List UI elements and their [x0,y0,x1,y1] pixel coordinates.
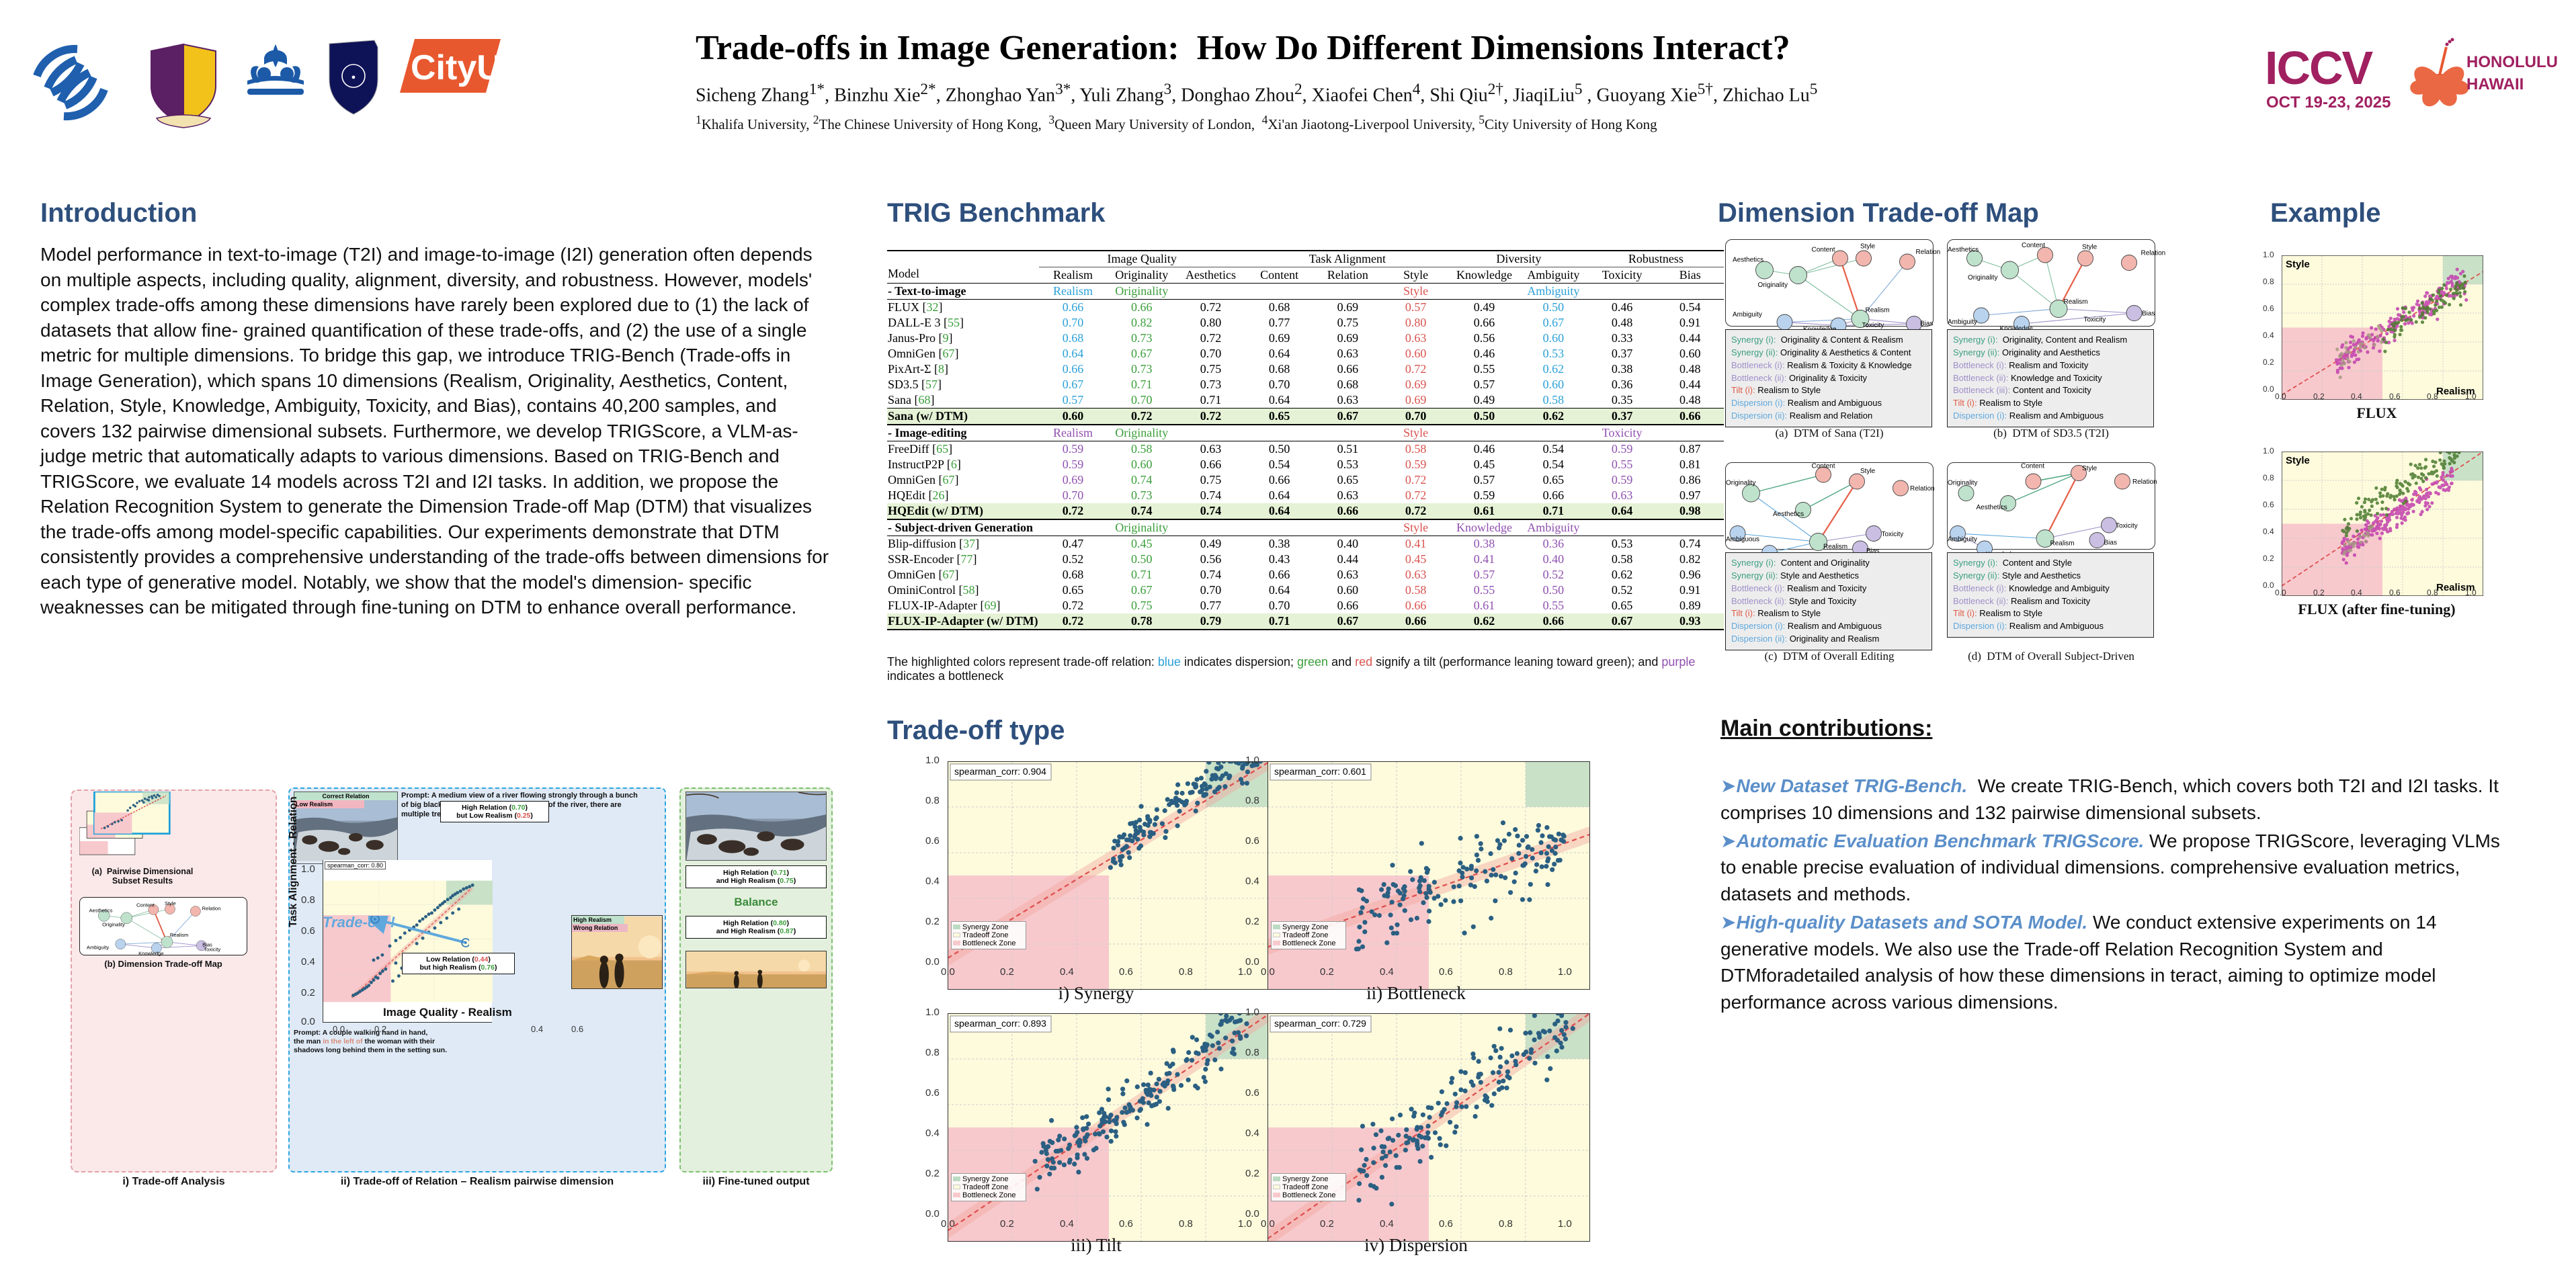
svg-text:Style: Style [2286,455,2310,466]
svg-text:Realism: Realism [1866,307,1890,314]
svg-text:Realism: Realism [1823,544,1847,551]
svg-text:Originality: Originality [102,921,125,927]
svg-text:Style: Style [1860,243,1876,251]
svg-text:Originality: Originality [1758,282,1788,289]
svg-text:Toxicity: Toxicity [1862,322,1884,329]
svg-text:Ambiguity: Ambiguity [1733,311,1762,318]
svg-text:HAWAII: HAWAII [2466,75,2524,93]
svg-text:Aesthetics: Aesthetics [1977,504,2007,511]
svg-text:Toxicity: Toxicity [2116,523,2138,530]
svg-text:spearman_corr: 0.904: spearman_corr: 0.904 [954,766,1046,777]
svg-text:CityU: CityU [411,48,502,87]
svg-text:Toxicity: Toxicity [204,946,220,952]
svg-text:Style: Style [2082,465,2097,472]
svg-text:Style: Style [165,900,176,906]
svg-text:HONOLULU: HONOLULU [2466,53,2558,71]
svg-text:Relation: Relation [2132,478,2157,486]
svg-text:Style: Style [1860,468,1876,475]
svg-text:Aesthetics: Aesthetics [89,907,112,913]
svg-text:Relation: Relation [1910,485,1935,493]
svg-text:Ambiguous: Ambiguous [1726,536,1759,544]
svg-text:Realism: Realism [170,932,188,938]
svg-text:spearman_corr: 0.601: spearman_corr: 0.601 [1274,766,1366,777]
svg-text:Content: Content [2021,463,2044,470]
svg-text:Aesthetics: Aesthetics [1948,247,1979,254]
svg-text:Knowledge: Knowledge [138,951,164,956]
svg-text:Bias: Bias [2142,310,2155,318]
svg-text:Ambiguity: Ambiguity [87,945,109,951]
svg-text:Originality: Originality [1968,274,1997,282]
svg-text:Relation: Relation [2141,250,2166,257]
svg-text:spearman_corr: 0.729: spearman_corr: 0.729 [1274,1018,1366,1029]
svg-text:Bias: Bias [1920,320,1933,328]
svg-text:Content: Content [1812,463,1835,470]
svg-text:●: ● [351,73,356,81]
svg-text:Originality: Originality [1948,480,1977,487]
svg-text:Ambiguity: Ambiguity [1948,318,1977,326]
svg-text:ICCV: ICCV [2265,42,2374,94]
svg-text:Relation: Relation [1916,249,1941,256]
svg-text:spearman_corr: 0.893: spearman_corr: 0.893 [954,1018,1046,1029]
svg-text:Style: Style [2286,259,2310,270]
svg-text:Style: Style [2082,244,2097,251]
svg-text:OCT 19-23, 2025: OCT 19-23, 2025 [2266,93,2391,112]
svg-text:Bias: Bias [2104,540,2117,547]
svg-text:Toxicity: Toxicity [2084,316,2106,324]
svg-text:Relation: Relation [202,906,221,912]
svg-text:Originality: Originality [1726,480,1755,487]
svg-text:Ambiguity: Ambiguity [1948,536,1977,544]
svg-text:Toxicity: Toxicity [1882,531,1904,538]
svg-text:Content: Content [1812,247,1835,254]
svg-text:Content: Content [2022,242,2045,249]
svg-text:Realism: Realism [2064,298,2088,306]
svg-text:Content: Content [136,902,155,908]
svg-text:Aesthetics: Aesthetics [1733,257,1763,264]
svg-text:Realism: Realism [2050,540,2075,548]
svg-text:Aesthetics: Aesthetics [1773,511,1804,518]
